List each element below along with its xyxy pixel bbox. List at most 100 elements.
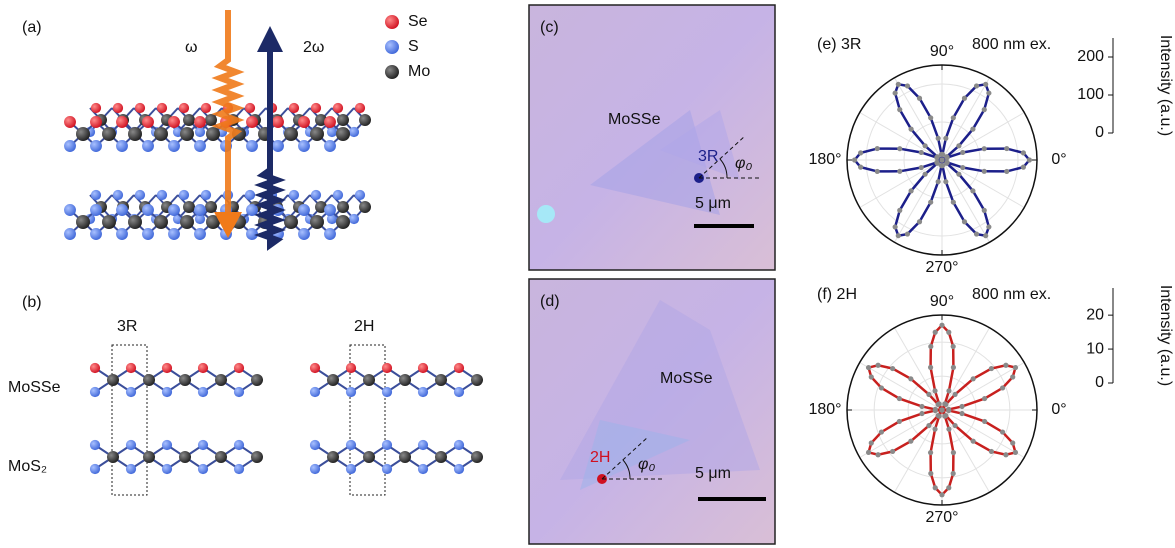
data-point [962,96,967,101]
legend-label: S [408,38,419,55]
scale-label: 5 μm [695,465,731,482]
atom [471,374,483,386]
data-point [1021,150,1026,155]
atom [198,363,208,373]
legend-label: Mo [408,63,430,80]
data-point [971,439,976,444]
data-point [869,374,874,379]
data-point [971,376,976,381]
atom [168,140,180,152]
atom [90,228,102,240]
annotation: 800 nm ex. [972,286,1051,303]
panel-label: (a) [22,19,42,36]
data-point [989,366,994,371]
atom [113,103,123,113]
micrograph [529,5,775,270]
scale-bar [698,497,766,501]
data-point [879,385,884,390]
radial-tick-label: 100 [1077,86,1104,103]
legend-marker [385,15,399,29]
atom [142,228,154,240]
atom [194,228,206,240]
arrowhead [257,26,283,52]
atom [168,116,180,128]
data-point [933,330,938,335]
atom [435,374,447,386]
atom [454,387,464,397]
data-point [986,90,991,95]
data-point [928,344,933,349]
data-point [852,157,857,162]
data-point [890,449,895,454]
atom [162,440,172,450]
atom [64,116,76,128]
atom [355,103,365,113]
atom [382,387,392,397]
atom [246,228,258,240]
stack-label: 2H [354,318,374,335]
data-point [858,165,863,170]
atom [198,387,208,397]
legend-marker [385,40,399,54]
atom [205,201,217,213]
atom [135,190,145,200]
atom [382,464,392,474]
angle-label: 180° [808,151,841,168]
atom [116,116,128,128]
data-point [982,169,987,174]
data-point [959,411,964,416]
atom [349,127,359,137]
atom [128,127,142,141]
data-point [982,419,987,424]
data-point [945,160,950,165]
atom [337,201,349,213]
data-point [896,233,901,238]
data-point [919,150,924,155]
data-point [1004,146,1009,151]
atom [201,103,211,113]
atom [195,127,205,137]
data-point [1004,169,1009,174]
data-point [946,388,951,393]
data-point [951,471,956,476]
panel-c: (c) MoSSe 3R φ₀ 5 μm [529,5,775,270]
glare [537,205,555,223]
data-point [1003,452,1008,457]
data-point [890,366,895,371]
data-point [936,136,941,141]
atom [272,140,284,152]
atom [234,464,244,474]
data-point [869,440,874,445]
angle-label: 90° [930,293,954,310]
data-point [956,143,961,148]
atom [359,201,371,213]
data-point [989,449,994,454]
data-point [905,83,910,88]
angle-label: 0° [1051,401,1066,418]
atom [194,116,206,128]
angle-label: φ₀ [735,155,752,172]
atom [289,103,299,113]
data-point [959,404,964,409]
atom [76,127,90,141]
angle-label: 90° [930,43,954,60]
atom [126,440,136,450]
data-point [946,330,951,335]
atom [179,190,189,200]
atom [215,374,227,386]
radial-tick-label: 10 [1086,340,1104,357]
data-point [951,115,956,120]
atom [183,201,195,213]
atom [128,215,142,229]
atom [418,464,428,474]
data-point [897,146,902,151]
atom [246,204,258,216]
atom [91,190,101,200]
data-point [951,200,956,205]
atom [157,103,167,113]
atom [454,440,464,450]
legend-marker [385,65,399,79]
data-point [974,83,979,88]
atom [194,140,206,152]
atom [346,363,356,373]
